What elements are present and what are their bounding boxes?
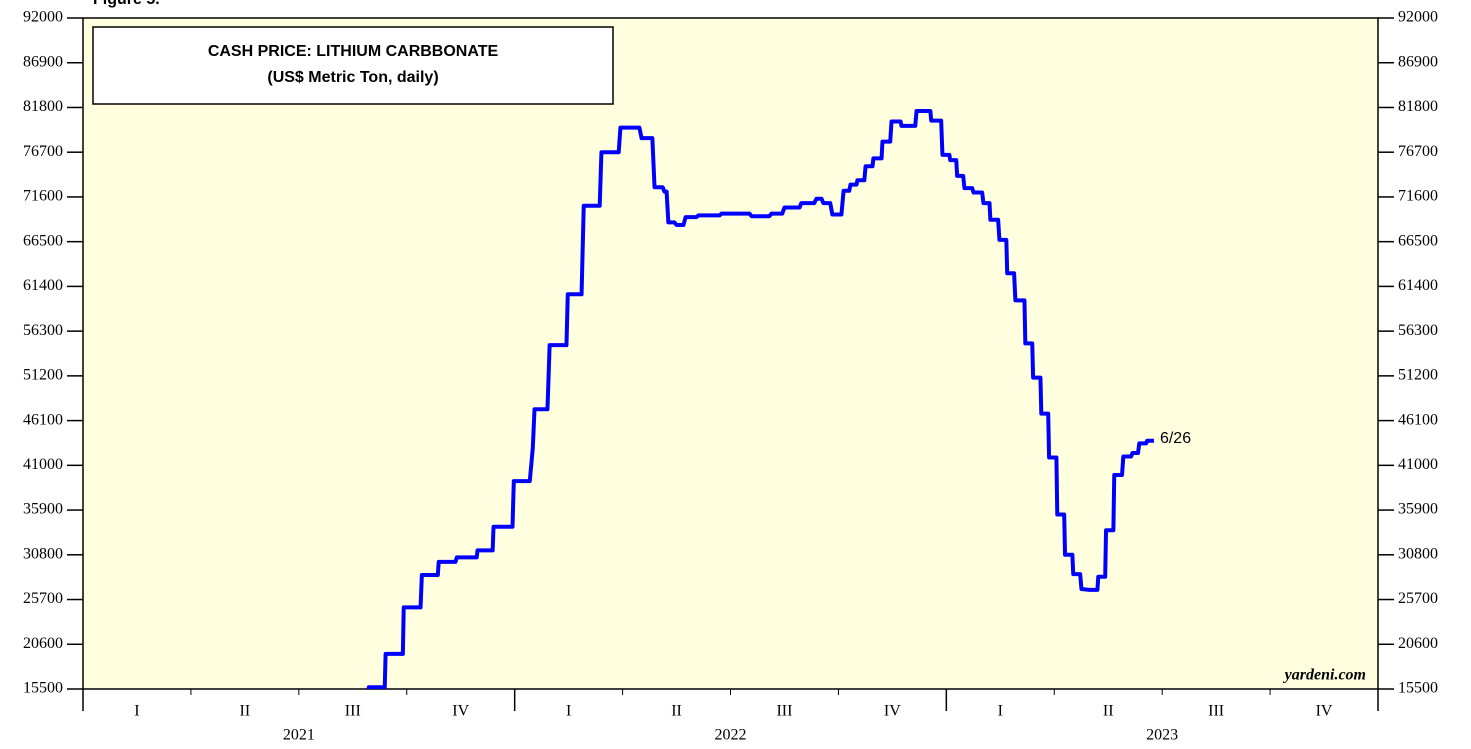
y-tick-label: 25700 (23, 590, 63, 607)
y2-tick-label: 66500 (1398, 232, 1438, 249)
y2-tick-label: 30800 (1398, 545, 1438, 562)
x-tick-label: II (1103, 703, 1114, 720)
figure-label: Figure 5. (93, 0, 160, 8)
x-tick-label: I (998, 703, 1003, 720)
y2-tick-label: 81800 (1398, 98, 1438, 115)
x-tick-label: III (776, 703, 792, 720)
y-tick-label: 86900 (23, 53, 63, 70)
x-tick-label: IV (452, 703, 469, 720)
y-tick-label: 76700 (23, 143, 63, 160)
y2-tick-label: 46100 (1398, 411, 1438, 428)
plot-area (82, 17, 1379, 690)
source: yardeni.com (1283, 667, 1366, 684)
x-tick-label: IV (884, 703, 901, 720)
y-tick-label: 30800 (23, 545, 63, 562)
y-tick-label: 71600 (23, 188, 63, 205)
x-tick-label: II (240, 703, 251, 720)
y2-tick-label: 92000 (1398, 9, 1438, 26)
x-tick-label: IV (1316, 703, 1333, 720)
y2-tick-label: 41000 (1398, 456, 1438, 473)
y-tick-label: 41000 (23, 456, 63, 473)
x-tick-label: I (566, 703, 571, 720)
y2-tick-label: 51200 (1398, 367, 1438, 384)
end-annotation: 6/26 (1160, 430, 1191, 447)
y-tick-label: 20600 (23, 635, 63, 652)
x-tick-label: III (1208, 703, 1224, 720)
y-tick-label: 92000 (23, 9, 63, 26)
y2-tick-label: 56300 (1398, 322, 1438, 339)
y-tick-label: 35900 (23, 501, 63, 518)
y2-tick-label: 76700 (1398, 143, 1438, 160)
x-tick-label: III (345, 703, 361, 720)
y2-tick-label: 20600 (1398, 635, 1438, 652)
chart-title: CASH PRICE: LITHIUM CARBBONATE (208, 43, 499, 60)
year-label: 2021 (283, 727, 315, 744)
y-tick-label: 46100 (23, 411, 63, 428)
y-tick-label: 81800 (23, 98, 63, 115)
y2-tick-label: 25700 (1398, 590, 1438, 607)
x-tick-label: I (134, 703, 139, 720)
x-tick-label: II (671, 703, 682, 720)
y2-tick-label: 15500 (1398, 680, 1438, 697)
price-line (366, 108, 1154, 689)
year-label: 2022 (715, 727, 747, 744)
y2-tick-label: 61400 (1398, 277, 1438, 294)
y-tick-label: 61400 (23, 277, 63, 294)
y2-tick-label: 71600 (1398, 188, 1438, 205)
y-tick-label: 66500 (23, 232, 63, 249)
y-tick-label: 51200 (23, 367, 63, 384)
y-tick-label: 56300 (23, 322, 63, 339)
title-box (92, 26, 614, 105)
y-tick-label: 15500 (23, 680, 63, 697)
y2-tick-label: 86900 (1398, 53, 1438, 70)
chart-subtitle: (US$ Metric Ton, daily) (267, 69, 438, 86)
y2-tick-label: 35900 (1398, 501, 1438, 518)
year-label: 2023 (1146, 727, 1178, 744)
